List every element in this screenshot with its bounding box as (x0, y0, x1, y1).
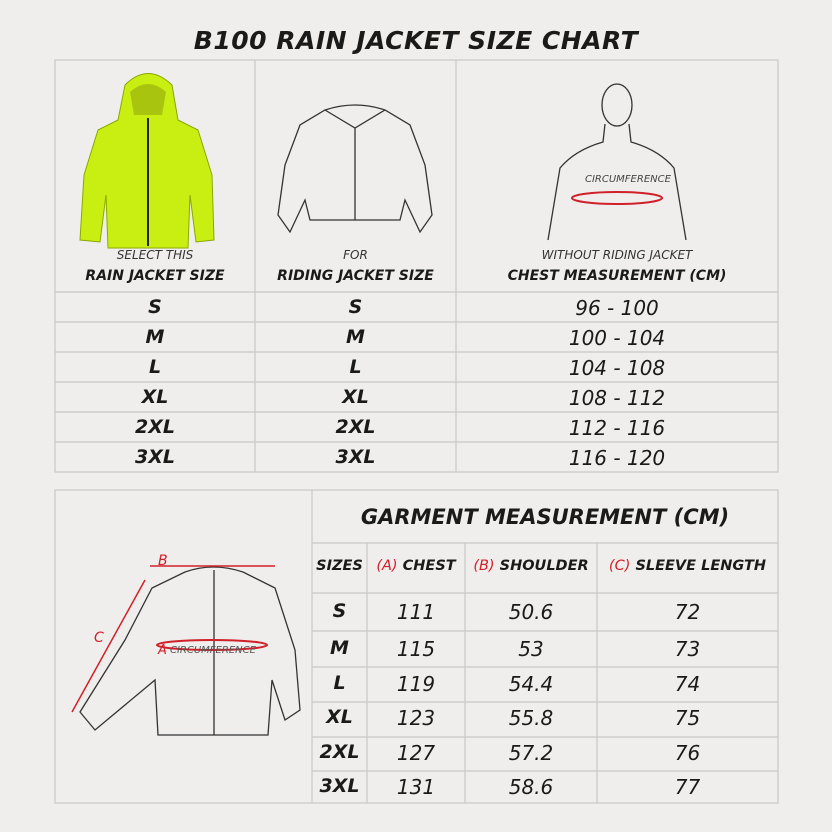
table-cell: 115 (396, 637, 436, 661)
table-cell: 112 - 116 (568, 416, 666, 440)
column-header: SIZES (312, 558, 367, 574)
column-label: CHEST (402, 558, 456, 574)
garment-title: GARMENT MEASUREMENT (CM) (360, 505, 730, 529)
column-header: (A) CHEST (367, 558, 465, 574)
column-header: (C) SLEEVE LENGTH (597, 558, 778, 574)
table-cell: 73 (674, 637, 701, 661)
table-cell: 55.8 (508, 706, 554, 730)
table-cell: 127 (396, 741, 436, 765)
column-key: (C) (608, 558, 631, 574)
header-note: FOR (343, 248, 368, 262)
rain-jacket-image (79, 73, 215, 249)
body-image (547, 83, 687, 241)
table-cell: XL (342, 386, 369, 408)
diagram-circumference: CIRCUMFERENCE (170, 645, 256, 656)
table-cell: XL (141, 386, 169, 408)
diagram-label-a: A (158, 643, 167, 658)
column-header: RAIN JACKET SIZE (85, 268, 225, 284)
table-cell: 57.2 (508, 741, 554, 765)
table-cell: 74 (674, 672, 701, 696)
table-cell: 54.4 (508, 672, 554, 696)
table-cell: 108 - 112 (568, 386, 666, 410)
table-cell: 75 (674, 706, 701, 730)
table-cell: XL (326, 706, 353, 728)
table-cell: 2XL (319, 741, 360, 763)
table-cell: 131 (396, 775, 436, 799)
table-cell: 2XL (335, 416, 376, 438)
table-cell: 53 (518, 637, 544, 661)
column-label: SHOULDER (499, 558, 589, 574)
header-note: SELECT THIS (116, 248, 194, 262)
table-cell: 116 - 120 (568, 446, 666, 470)
table-cell: 77 (674, 775, 701, 799)
table-cell: S (348, 296, 363, 318)
header-note: WITHOUT RIDING JACKET (541, 248, 693, 262)
table-cell: 3XL (319, 775, 360, 797)
table-cell: S (148, 296, 162, 318)
circumference-label: CIRCUMFERENCE (585, 174, 671, 185)
table-cell: 100 - 104 (568, 326, 666, 350)
column-header: (B) SHOULDER (465, 558, 597, 574)
table-cell: L (148, 356, 162, 378)
table-cell: 104 - 108 (568, 356, 666, 380)
table-cell: 123 (396, 706, 436, 730)
column-label: SIZES (316, 558, 363, 574)
column-header: RIDING JACKET SIZE (277, 268, 434, 284)
diagram-label-c: C (94, 630, 104, 646)
table-cell: 50.6 (508, 600, 554, 624)
table-cell: 76 (674, 741, 701, 765)
table-cell: 119 (396, 672, 436, 696)
page-title: B100 RAIN JACKET SIZE CHART (193, 26, 639, 55)
table-cell: M (145, 326, 165, 348)
table-cell: 58.6 (508, 775, 554, 799)
table-cell: 3XL (135, 446, 175, 468)
table-cell: S (332, 600, 347, 622)
column-header: CHEST MEASUREMENT (CM) (507, 268, 727, 284)
column-key: (B) (473, 558, 495, 574)
column-label: SLEEVE LENGTH (635, 558, 767, 574)
table-cell: M (346, 326, 365, 348)
riding-jacket-image (277, 104, 433, 234)
table-cell: 3XL (335, 446, 376, 468)
table-cell: 2XL (135, 416, 175, 438)
table-cell: L (333, 672, 346, 694)
diagram-label-b: B (158, 553, 168, 569)
table-cell: L (349, 356, 362, 378)
garment-image (71, 565, 301, 736)
table-cell: 111 (396, 600, 436, 624)
table-cell: 96 - 100 (575, 296, 659, 320)
table-cell: 72 (674, 600, 701, 624)
column-key: (A) (376, 558, 398, 574)
table-cell: M (330, 637, 349, 659)
